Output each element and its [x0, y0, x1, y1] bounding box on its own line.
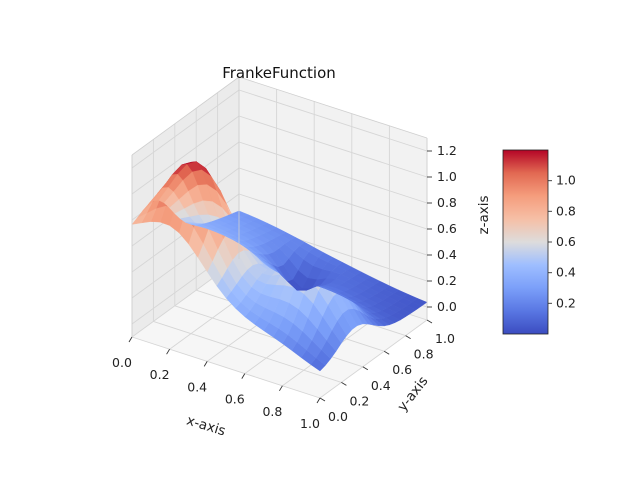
z-tick-label: 1.0: [437, 169, 457, 184]
y-tick-label: 0.6: [392, 362, 412, 377]
x-tick-label: 0.4: [187, 379, 207, 394]
z-axis-label: z-axis: [476, 195, 492, 234]
axes-lines: [131, 76, 428, 337]
tick-marks: 0.00.20.40.60.81.0 0.00.20.40.60.81.00.00…: [112, 143, 457, 431]
pane-edge: [131, 76, 240, 156]
x-tick-label: 0.2: [150, 367, 170, 382]
x-tick: [166, 348, 170, 355]
colorbar-tick-label: 0.4: [556, 265, 576, 280]
colorbar-gradient: [502, 149, 549, 335]
y-tick-label: 0.0: [328, 409, 348, 424]
grid-line: [238, 89, 428, 152]
x-tick: [203, 361, 208, 367]
y-tick: [383, 350, 390, 355]
y-tick-label: 0.2: [349, 393, 369, 408]
z-tick-label: 0.8: [437, 195, 457, 210]
grid-line: [153, 320, 342, 383]
x-tick-label: 1.0: [300, 416, 320, 431]
colorbar-tick-label: 0.6: [556, 234, 576, 249]
y-tick-label: 0.8: [414, 347, 434, 362]
z-tick-label: 0.6: [437, 221, 457, 236]
x-tick: [279, 385, 283, 392]
colorbar-tick-label: 0.2: [556, 295, 576, 310]
y-axis-label: y-axis: [394, 373, 431, 414]
y-tick: [362, 366, 369, 371]
grid-line: [238, 167, 428, 230]
y-tick: [426, 319, 433, 324]
colorbar-tick-label: 1.0: [556, 173, 576, 188]
colorbar: 0.2 0.4 0.6 0.8 1.0: [502, 149, 576, 335]
x-tick: [128, 336, 133, 343]
x-tick: [241, 373, 246, 379]
surface-mesh: [131, 161, 428, 372]
grid-line: [238, 193, 428, 256]
z-tick-label: 0.4: [437, 247, 457, 262]
x-tick-label: 0.0: [112, 355, 132, 370]
pane-edge: [238, 76, 428, 139]
grid-line: [131, 336, 321, 399]
y-tick: [319, 397, 326, 402]
grid-line: [319, 319, 428, 399]
y-tick-label: 1.0: [435, 331, 455, 346]
surface-face: [233, 210, 249, 218]
grid-line: [238, 141, 428, 204]
chart-title: FrankeFunction: [222, 64, 336, 82]
x-tick: [316, 397, 321, 404]
grid-line: [131, 115, 240, 195]
colorbar-tick-label: 0.8: [556, 203, 576, 218]
y-tick: [405, 335, 411, 339]
y-tick-label: 0.4: [371, 378, 391, 393]
y-tick: [341, 382, 347, 386]
grid-line: [131, 89, 240, 169]
x-tick-label: 0.8: [262, 404, 282, 419]
z-tick-label: 0.0: [437, 299, 457, 314]
x-axis-label: x-axis: [185, 413, 228, 440]
x-tick-label: 0.6: [225, 392, 245, 407]
grid-line: [238, 115, 428, 178]
z-tick-label: 1.2: [437, 143, 457, 158]
z-tick-label: 0.2: [437, 273, 457, 288]
